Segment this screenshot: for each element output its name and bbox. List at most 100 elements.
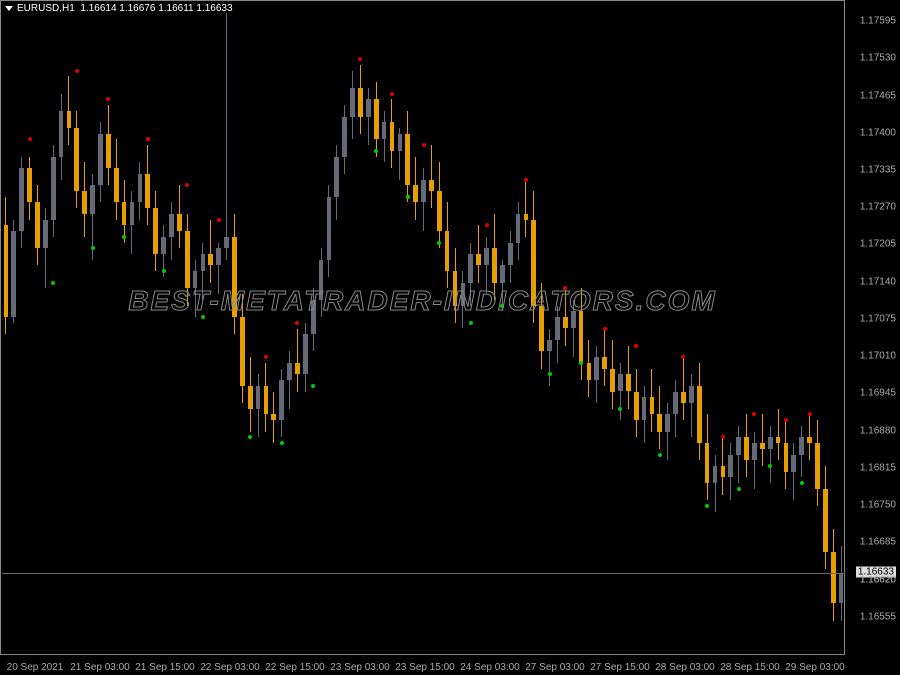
candle-body	[768, 437, 773, 448]
signal-buy-dot	[469, 321, 473, 325]
candle-body	[665, 414, 670, 431]
candle-body	[539, 306, 544, 352]
chart-area[interactable]	[2, 2, 845, 655]
signal-buy-dot	[406, 195, 410, 199]
candle-body	[516, 214, 521, 243]
candle-body	[807, 437, 812, 443]
y-axis: 1.175951.175301.174651.174001.173351.172…	[845, 0, 900, 655]
candle-body	[547, 340, 552, 351]
candle-body	[327, 197, 332, 260]
x-tick: 21 Sep 15:00	[135, 662, 195, 673]
candle-body	[650, 397, 655, 414]
signal-sell-dot	[808, 412, 812, 416]
candle-body	[476, 254, 481, 265]
candle-body	[114, 168, 119, 202]
signal-sell-dot	[106, 97, 110, 101]
candle-body	[791, 455, 796, 472]
candle-body	[398, 134, 403, 151]
candle-body	[59, 111, 64, 157]
y-tick: 1.16620	[860, 574, 896, 585]
candle-body	[500, 265, 505, 282]
signal-sell-dot	[681, 355, 685, 359]
signal-buy-dot	[122, 235, 126, 239]
candle-body	[27, 168, 32, 202]
candle-body	[555, 317, 560, 340]
candle-body	[508, 243, 513, 266]
candle-body	[453, 271, 458, 305]
signal-buy-dot	[162, 269, 166, 273]
candle-body	[145, 174, 150, 208]
x-tick: 27 Sep 03:00	[525, 662, 585, 673]
dropdown-icon[interactable]	[5, 6, 13, 11]
signal-sell-dot	[752, 412, 756, 416]
signal-sell-dot	[563, 286, 567, 290]
candle-body	[106, 134, 111, 168]
candle-wick	[778, 409, 779, 461]
candle-body	[177, 214, 182, 231]
signal-buy-dot	[768, 464, 772, 468]
ohlc-label: 1.16614 1.16676 1.16611 1.16633	[80, 3, 232, 14]
candle-body	[208, 254, 213, 265]
y-tick: 1.17270	[860, 202, 896, 213]
candle-body	[421, 180, 426, 203]
candle-body	[382, 122, 387, 139]
candle-body	[67, 111, 72, 128]
signal-sell-dot	[146, 137, 150, 141]
candle-body	[232, 237, 237, 317]
candle-body	[626, 374, 631, 391]
candle-body	[366, 99, 371, 116]
candle-body	[334, 157, 339, 197]
x-tick: 20 Sep 2021	[7, 662, 64, 673]
candle-body	[11, 231, 16, 317]
candle-body	[264, 386, 269, 415]
candle-body	[358, 88, 363, 117]
candle-body	[839, 573, 844, 603]
candle-wick	[210, 220, 211, 283]
x-tick: 23 Sep 15:00	[395, 662, 455, 673]
candle-body	[311, 300, 316, 334]
candle-body	[271, 414, 276, 420]
x-axis: 20 Sep 202121 Sep 03:0021 Sep 15:0022 Se…	[0, 655, 845, 675]
y-tick: 1.16555	[860, 611, 896, 622]
candle-body	[193, 271, 198, 288]
candle-wick	[202, 243, 203, 300]
signal-sell-dot	[784, 418, 788, 422]
candle-wick	[620, 363, 621, 420]
y-tick: 1.16880	[860, 425, 896, 436]
candle-body	[185, 231, 190, 288]
candle-body	[752, 443, 757, 460]
y-tick: 1.16750	[860, 500, 896, 511]
signal-buy-dot	[500, 304, 504, 308]
candle-body	[413, 185, 418, 202]
candle-body	[350, 88, 355, 117]
chart-container[interactable]: EURUSD,H1 1.16614 1.16676 1.16611 1.1663…	[0, 0, 845, 655]
y-tick: 1.17400	[860, 127, 896, 138]
signal-buy-dot	[311, 384, 315, 388]
candle-body	[657, 414, 662, 431]
signal-buy-dot	[548, 372, 552, 376]
candle-body	[295, 363, 300, 374]
candle-body	[492, 248, 497, 282]
candle-body	[744, 437, 749, 460]
candle-body	[531, 220, 536, 306]
candle-body	[681, 392, 686, 403]
signal-buy-dot	[800, 481, 804, 485]
signal-sell-dot	[75, 69, 79, 73]
y-tick: 1.17140	[860, 276, 896, 287]
x-tick: 29 Sep 03:00	[785, 662, 845, 673]
candle-body	[673, 392, 678, 415]
candle-body	[721, 466, 726, 477]
candle-body	[43, 220, 48, 249]
signal-sell-dot	[524, 178, 528, 182]
candle-body	[35, 202, 40, 248]
candle-body	[815, 443, 820, 489]
candle-body	[697, 386, 702, 443]
candle-body	[82, 191, 87, 214]
candle-body	[216, 248, 221, 265]
signal-buy-dot	[280, 441, 284, 445]
candle-body	[19, 168, 24, 231]
signal-buy-dot	[374, 149, 378, 153]
signal-buy-dot	[705, 504, 709, 508]
signal-sell-dot	[485, 223, 489, 227]
candle-body	[563, 317, 568, 328]
